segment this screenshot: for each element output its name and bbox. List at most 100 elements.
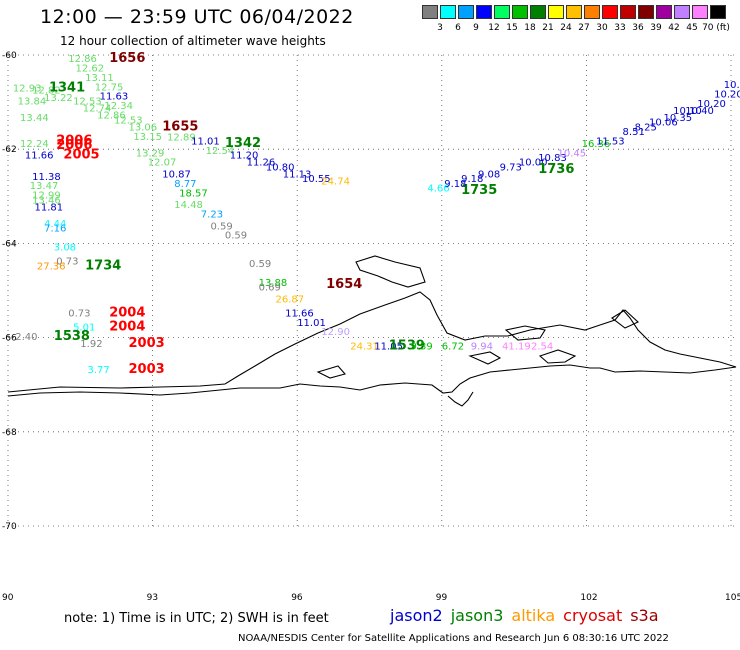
wave-height-value: 6.72	[442, 341, 464, 352]
wave-height-value: 13.15	[133, 132, 162, 143]
wave-height-value: 11.66	[285, 308, 314, 319]
wave-height-value: 10.35	[664, 113, 693, 124]
wave-height-value: 12.86	[68, 54, 97, 65]
island-6	[611, 309, 639, 329]
pass-time-label: 1734	[85, 258, 121, 273]
scale-label: 30	[596, 23, 608, 33]
scale-label: 27	[578, 23, 590, 33]
wave-height-value: 3.77	[88, 365, 110, 376]
wave-height-value: 9.08	[478, 169, 500, 180]
wave-height-value: 13.84	[18, 96, 47, 107]
wave-height-value: 24.31	[350, 341, 379, 352]
pass-time-label: 1656	[109, 51, 145, 66]
wave-height-value: 10.83	[538, 153, 567, 164]
wave-height-value: 18.57	[179, 188, 208, 199]
wave-height-observations: 165612.8612.6213.1112.7511.6312.9312.821…	[13, 51, 740, 377]
wave-height-value: 13.11	[85, 73, 114, 84]
wave-height-value: 41.19	[502, 341, 531, 352]
lon-label: 90	[2, 593, 14, 603]
wave-height-value: 13.47	[30, 181, 59, 192]
scale-swatch	[602, 5, 618, 19]
pass-time-label: 1654	[326, 277, 362, 292]
island-2	[538, 349, 577, 364]
wave-height-value: 12.54	[206, 146, 235, 157]
antarctic-coastline	[7, 255, 737, 407]
scale-label: 21	[542, 23, 554, 33]
wave-height-value: 12.93	[13, 84, 42, 95]
wave-height-value: 27.36	[37, 261, 66, 272]
scale-label: 33	[614, 23, 626, 33]
lat-label: -70	[2, 522, 17, 532]
wave-height-value: 13.06	[129, 122, 158, 133]
pass-time-label: 1736	[538, 162, 574, 177]
pass-time-label: 2004	[109, 320, 145, 335]
credits: NOAA/NESDIS Center for Satellite Applica…	[238, 633, 669, 644]
pass-time-label: 1539	[389, 338, 425, 353]
lon-label: 99	[436, 593, 448, 603]
wave-height-value: 2.40	[15, 332, 37, 343]
wave-height-value: 10.55	[302, 174, 331, 185]
wave-height-value: 11.05	[374, 341, 403, 352]
scale-swatch	[530, 5, 546, 19]
pass-time-label: 1341	[49, 81, 85, 96]
scale-swatch	[440, 5, 456, 19]
wave-height-value: 7.16	[44, 224, 66, 235]
lon-label: 105	[725, 593, 740, 603]
wave-height-value: 13.22	[44, 93, 73, 104]
wave-height-value: 12.74	[83, 104, 112, 115]
wave-height-value: 11.20	[230, 151, 259, 162]
wave-height-value: 11.66	[25, 151, 54, 162]
wave-height-value: 9.18	[461, 174, 483, 185]
scale-label: 42	[668, 23, 680, 33]
wave-height-value: 7.23	[201, 209, 223, 220]
scale-swatch	[656, 5, 672, 19]
island-3	[316, 365, 346, 379]
page-title: 12:00 — 23:59 UTC 06/04/2022	[40, 6, 354, 28]
legend-cryosat: cryosat	[563, 606, 623, 625]
lon-label: 93	[147, 593, 158, 603]
scale-label: 24	[560, 23, 572, 33]
scale-label: 39	[650, 23, 662, 33]
scale-swatch	[422, 5, 438, 19]
lat-label: -64	[2, 239, 17, 249]
scale-label: 3	[437, 23, 443, 33]
lat-label: -60	[2, 51, 17, 61]
scale-swatch	[476, 5, 492, 19]
wave-height-value: 16.36	[582, 139, 611, 150]
scale-swatch	[494, 5, 510, 19]
wave-height-value: 0.59	[225, 231, 247, 242]
wave-height-value: 8.25	[635, 122, 657, 133]
wave-height-value: 10.80	[266, 162, 295, 173]
wave-height-value: 13.88	[259, 278, 288, 289]
wave-height-value: 8.51	[623, 127, 645, 138]
wave-height-value: 10.20	[714, 89, 740, 100]
wave-height-value: 9.94	[471, 341, 493, 352]
wave-height-value: 13.44	[20, 113, 49, 124]
pass-time-label: 2006	[56, 133, 92, 148]
scale-swatch	[584, 5, 600, 19]
satellite-legend: jason2 jason3 altika cryosat s3a	[390, 606, 667, 625]
wave-height-value: 11.01	[297, 318, 326, 329]
lat-label: -66	[2, 334, 17, 344]
lat-label: -62	[2, 145, 17, 155]
footnote: note: 1) Time is in UTC; 2) SWH is in fe…	[64, 611, 329, 626]
wave-height-value: 2.54	[531, 341, 553, 352]
scale-label: 70 (ft)	[702, 23, 730, 33]
ice-rise-north	[355, 255, 426, 288]
wave-height-value: 11.13	[283, 169, 312, 180]
wave-height-value: 3.08	[54, 242, 76, 253]
wave-height-value: 8.77	[174, 179, 196, 190]
wave-height-value: 0.59	[210, 221, 232, 232]
scale-swatch	[620, 5, 636, 19]
scale-swatch	[512, 5, 528, 19]
wave-height-value: 9.39	[410, 341, 432, 352]
scale-label: 18	[524, 23, 536, 33]
wave-height-value: 12.82	[32, 86, 61, 97]
wave-height-value: 12.62	[75, 63, 104, 74]
wave-height-value: 10.10	[673, 106, 702, 117]
wave-height-value: 12.75	[95, 82, 124, 93]
scale-label: 45	[686, 23, 698, 33]
wave-height-value: 5.01	[73, 323, 95, 334]
wave-height-value: 0.69	[259, 283, 281, 294]
